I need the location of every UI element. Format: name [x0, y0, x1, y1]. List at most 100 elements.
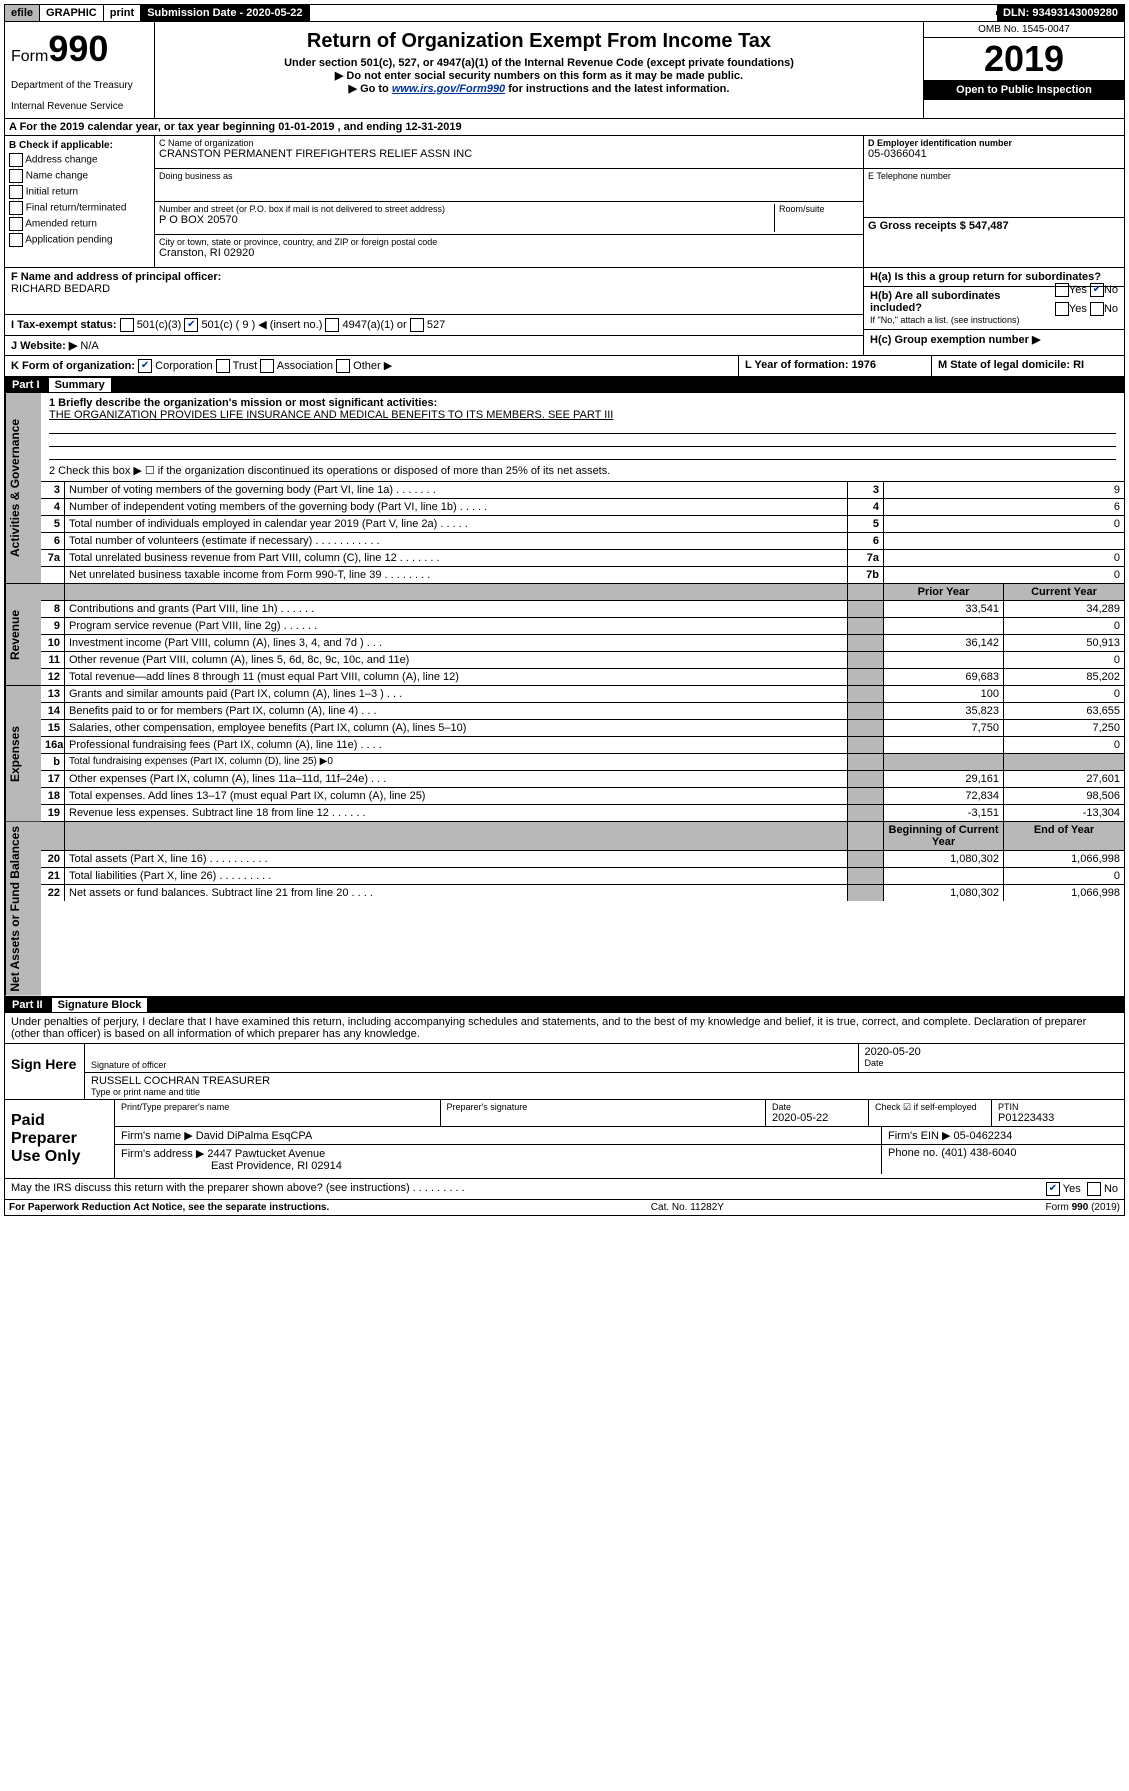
prep-date-label: Date: [772, 1102, 862, 1112]
r16a-num: 16a: [41, 737, 65, 753]
discuss-yes-chk[interactable]: [1046, 1182, 1060, 1196]
graphic-label: GRAPHIC: [40, 5, 104, 21]
org-name: CRANSTON PERMANENT FIREFIGHTERS RELIEF A…: [159, 148, 859, 160]
firm-ein: Firm's EIN ▶ 05-0462234: [882, 1127, 1124, 1144]
expenses-block: Expenses 13Grants and similar amounts pa…: [4, 686, 1125, 822]
r20-begin: 1,080,302: [884, 851, 1004, 867]
hb-yes[interactable]: [1055, 302, 1069, 316]
chk-501c[interactable]: [184, 318, 198, 332]
f-h-block: F Name and address of principal officer:…: [4, 268, 1125, 356]
r12-sp: [848, 669, 884, 685]
identity-block: B Check if applicable: Address change Na…: [4, 136, 1125, 268]
discuss-q: May the IRS discuss this return with the…: [11, 1182, 1046, 1196]
chk-name[interactable]: Name change: [9, 169, 150, 183]
chk-other[interactable]: [336, 359, 350, 373]
r13-num: 13: [41, 686, 65, 702]
r10-prior: 36,142: [884, 635, 1004, 651]
r5-num: 5: [41, 516, 65, 532]
r22-num: 22: [41, 885, 65, 901]
chk-trust[interactable]: [216, 359, 230, 373]
r16b-sp: [848, 754, 884, 770]
form-header: Form990 Department of the Treasury Inter…: [4, 22, 1125, 119]
hb-no[interactable]: [1090, 302, 1104, 316]
hdr-blank2: [65, 584, 848, 600]
r21-text: Total liabilities (Part X, line 26) . . …: [65, 868, 848, 884]
chk-app[interactable]: Application pending: [9, 233, 150, 247]
chk-initial[interactable]: Initial return: [9, 185, 150, 199]
dln-label: DLN: 93493143009280: [997, 5, 1124, 21]
r7b-box: 7b: [848, 567, 884, 583]
r5-text: Total number of individuals employed in …: [65, 516, 848, 532]
open-public: Open to Public Inspection: [924, 80, 1124, 100]
r21-num: 21: [41, 868, 65, 884]
r16a-curr: 0: [1004, 737, 1124, 753]
ha-no[interactable]: [1090, 283, 1104, 297]
chk-amended[interactable]: Amended return: [9, 217, 150, 231]
gross-receipts: G Gross receipts $ 547,487: [868, 220, 1120, 232]
hdr-blank1: [41, 584, 65, 600]
chk-assoc[interactable]: [260, 359, 274, 373]
chk-final[interactable]: Final return/terminated: [9, 201, 150, 215]
firm-city: East Providence, RI 02914: [121, 1160, 875, 1172]
city-value: Cranston, RI 02920: [159, 247, 859, 259]
r7a-text: Total unrelated business revenue from Pa…: [65, 550, 848, 566]
r9-num: 9: [41, 618, 65, 634]
sig-line[interactable]: [91, 1046, 852, 1060]
chk-501c3[interactable]: [120, 318, 134, 332]
r7b-val: 0: [884, 567, 1124, 583]
chk-527[interactable]: [410, 318, 424, 332]
part2-header: Part II Signature Block: [4, 997, 1125, 1013]
side-netassets: Net Assets or Fund Balances: [5, 822, 41, 996]
preparer-label: Paid Preparer Use Only: [5, 1100, 115, 1178]
top-bar: efile GRAPHIC print Submission Date - 20…: [4, 4, 1125, 22]
footer-left: For Paperwork Reduction Act Notice, see …: [9, 1202, 329, 1213]
na-blank2: [65, 822, 848, 850]
hc-label: H(c) Group exemption number ▶: [870, 334, 1040, 346]
right-header: OMB No. 1545-0047 2019 Open to Public In…: [924, 22, 1124, 118]
r11-text: Other revenue (Part VIII, column (A), li…: [65, 652, 848, 668]
r17-num: 17: [41, 771, 65, 787]
footer-mid: Cat. No. 11282Y: [651, 1202, 724, 1213]
r20-num: 20: [41, 851, 65, 867]
r17-text: Other expenses (Part IX, column (A), lin…: [65, 771, 848, 787]
r9-sp: [848, 618, 884, 634]
col-current: Current Year: [1004, 584, 1124, 600]
na-blank1: [41, 822, 65, 850]
subtitle-3: ▶ Go to www.irs.gov/Form990 for instruct…: [159, 82, 919, 95]
j-label: J Website: ▶: [11, 340, 77, 352]
r5-val: 0: [884, 516, 1124, 532]
r6-num: 6: [41, 533, 65, 549]
trust-label: Trust: [233, 360, 258, 372]
r19-curr: -13,304: [1004, 805, 1124, 821]
type-name-label: Type or print name and title: [91, 1087, 1118, 1097]
r14-curr: 63,655: [1004, 703, 1124, 719]
4947-label: 4947(a)(1) or: [343, 319, 407, 331]
irs-link[interactable]: www.irs.gov/Form990: [392, 83, 505, 95]
form-number-block: Form990 Department of the Treasury Inter…: [5, 22, 155, 118]
part2-title: Signature Block: [52, 998, 148, 1012]
chk-corp[interactable]: [138, 359, 152, 373]
r6-val: [884, 533, 1124, 549]
subtitle-2: ▶ Do not enter social security numbers o…: [159, 69, 919, 82]
r3-text: Number of voting members of the governin…: [65, 482, 848, 498]
prep-name-label: Print/Type preparer's name: [121, 1102, 434, 1112]
col-begin: Beginning of Current Year: [884, 822, 1004, 850]
q1-label: 1 Briefly describe the organization's mi…: [49, 397, 1116, 409]
efile-label: efile: [5, 5, 40, 21]
chk-4947[interactable]: [325, 318, 339, 332]
r4-box: 4: [848, 499, 884, 515]
other-label: Other ▶: [353, 360, 392, 372]
r22-begin: 1,080,302: [884, 885, 1004, 901]
klm-row: K Form of organization: Corporation Trus…: [4, 356, 1125, 377]
discuss-no-chk[interactable]: [1087, 1182, 1101, 1196]
r15-num: 15: [41, 720, 65, 736]
declaration: Under penalties of perjury, I declare th…: [4, 1013, 1125, 1044]
chk-address[interactable]: Address change: [9, 153, 150, 167]
r12-curr: 85,202: [1004, 669, 1124, 685]
ha-yes[interactable]: [1055, 283, 1069, 297]
r9-curr: 0: [1004, 618, 1124, 634]
print-button[interactable]: print: [104, 5, 141, 21]
form-number: 990: [48, 28, 108, 69]
r19-sp: [848, 805, 884, 821]
sign-here-label: Sign Here: [5, 1044, 85, 1099]
